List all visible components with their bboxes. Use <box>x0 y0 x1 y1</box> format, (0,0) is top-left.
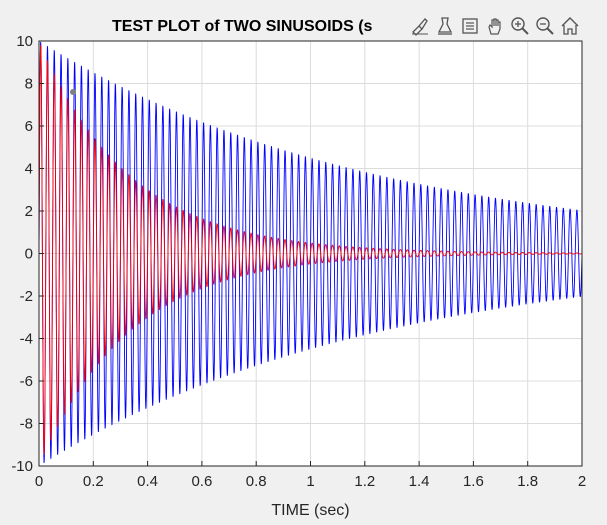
y-tick-labels: 10 8 6 4 2 0 -2 -4 -6 -8 -10 <box>11 33 33 475</box>
y-tick-label: 4 <box>25 161 33 178</box>
marker <box>69 89 76 95</box>
legend-icon <box>461 18 478 34</box>
zoom-in-button[interactable] <box>508 14 531 38</box>
zoom-out-button[interactable] <box>533 14 556 38</box>
y-tick-label: 6 <box>25 118 33 135</box>
x-tick-label: 1 <box>306 473 314 490</box>
data-cursor-icon <box>437 17 452 35</box>
brush-button[interactable] <box>408 14 431 38</box>
pan-icon <box>487 18 501 35</box>
chart-title: TEST PLOT of TWO SINUSOIDS (s <box>112 18 373 35</box>
data-cursor-button[interactable] <box>433 14 456 38</box>
y-tick-label: -6 <box>20 373 33 390</box>
axes-toolbar <box>408 13 586 39</box>
x-tick-label: 1.8 <box>517 473 538 490</box>
ticks <box>38 40 583 467</box>
pan-button[interactable] <box>483 14 506 38</box>
x-tick-label: 1.4 <box>409 473 430 490</box>
y-tick-label: -8 <box>20 416 33 433</box>
x-tick-label: 0.6 <box>191 473 212 490</box>
brush-icon <box>411 18 428 36</box>
home-button[interactable] <box>558 14 581 38</box>
series-line-2 <box>38 45 583 455</box>
y-tick-label: -4 <box>20 331 33 348</box>
zoom-in-icon <box>510 17 529 35</box>
legend-button[interactable] <box>458 14 481 38</box>
x-tick-label: 0.8 <box>246 473 267 490</box>
x-tick-label: 0.4 <box>137 473 158 490</box>
y-tick-label: 8 <box>25 76 33 93</box>
y-tick-label: 2 <box>25 203 33 220</box>
x-tick-label: 0 <box>35 473 43 490</box>
y-tick-label: 0 <box>25 246 33 263</box>
home-icon <box>561 17 578 35</box>
x-tick-label: 2 <box>578 473 586 490</box>
x-tick-labels: 0 0.2 0.4 0.6 0.8 1 1.2 1.4 1.6 1.8 2 <box>35 473 586 490</box>
y-tick-label: 10 <box>16 33 33 50</box>
zoom-out-icon <box>535 17 554 35</box>
y-tick-label: -10 <box>11 458 33 475</box>
x-tick-label: 1.6 <box>463 473 484 490</box>
y-tick-label: -2 <box>20 288 33 305</box>
x-tick-label: 0.2 <box>83 473 104 490</box>
x-tick-label: 1.2 <box>354 473 375 490</box>
data-point-marker <box>69 89 76 95</box>
curves <box>38 41 583 464</box>
x-axis-label: TIME (sec) <box>271 502 349 519</box>
